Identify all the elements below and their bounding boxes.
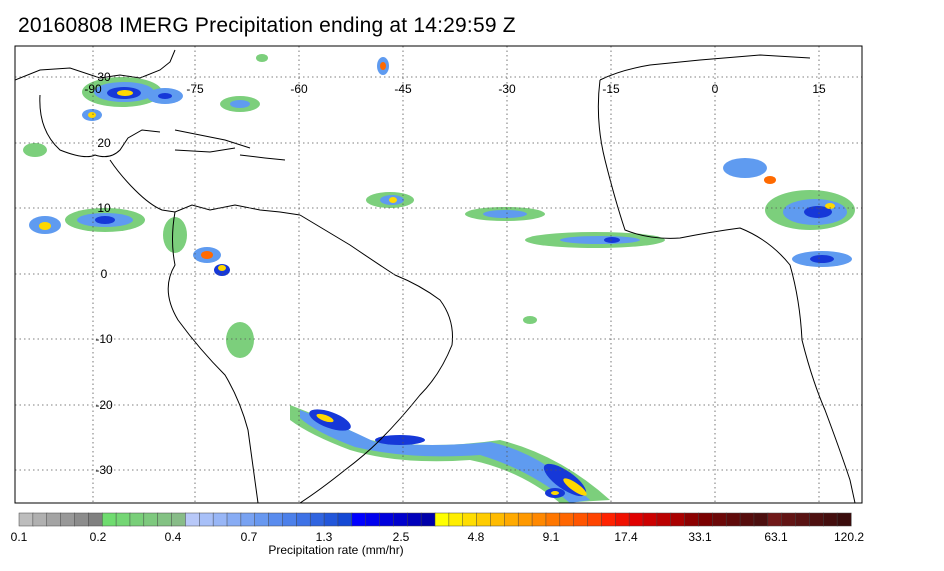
colorbar-swatch — [656, 512, 672, 527]
colorbar-swatch — [268, 512, 284, 527]
lat-label: 20 — [97, 136, 111, 150]
colorbar-swatch — [698, 512, 713, 527]
colorbar-label: 33.1 — [688, 530, 712, 544]
colorbar-swatch — [628, 512, 644, 527]
colorbar-swatch — [393, 512, 408, 527]
colorbar-swatch — [157, 512, 173, 527]
colorbar-swatch — [517, 512, 533, 527]
colorbar-swatch — [823, 512, 838, 527]
map-frame — [14, 45, 863, 504]
colorbar-swatch — [309, 512, 325, 527]
lon-label: -15 — [602, 82, 620, 96]
lon-label: -90 — [84, 82, 102, 96]
colorbar-swatch — [448, 512, 464, 527]
colorbar-swatch — [462, 512, 478, 527]
colorbar-swatch — [407, 512, 422, 527]
colorbar-label: 0.1 — [10, 530, 28, 544]
colorbar-swatch — [684, 512, 700, 527]
colorbar-swatch — [88, 512, 103, 527]
colorbar-swatch — [212, 512, 228, 527]
colorbar-swatch — [379, 512, 394, 527]
colorbar-swatch — [143, 512, 159, 527]
colorbar-swatch — [725, 512, 741, 527]
colorbar-swatch — [226, 512, 242, 527]
colorbar-swatch — [240, 512, 256, 527]
colorbar-swatch — [129, 512, 145, 527]
colorbar-swatch — [323, 512, 339, 527]
colorbar-swatch — [351, 512, 367, 527]
lon-label: -75 — [186, 82, 204, 96]
colorbar-swatch — [365, 512, 381, 527]
colorbar-title: Precipitation rate (mm/hr) — [268, 543, 404, 557]
lat-label: 30 — [97, 70, 111, 84]
lon-label: -30 — [498, 82, 516, 96]
lon-label: -45 — [394, 82, 412, 96]
colorbar-swatch — [32, 512, 48, 527]
colorbar — [18, 512, 852, 527]
colorbar-swatch — [767, 512, 783, 527]
colorbar-label: 2.5 — [392, 530, 410, 544]
lat-label: -30 — [95, 463, 113, 477]
lat-label: 0 — [101, 267, 108, 281]
colorbar-label: 4.8 — [467, 530, 485, 544]
colorbar-swatch — [712, 512, 727, 527]
colorbar-swatch — [101, 512, 117, 527]
colorbar-swatch — [199, 512, 214, 527]
lon-label: -60 — [290, 82, 308, 96]
colorbar-swatch — [254, 512, 270, 527]
colorbar-swatch — [642, 512, 658, 527]
colorbar-swatch — [587, 512, 602, 527]
colorbar-label: 0.2 — [89, 530, 107, 544]
colorbar-swatch — [601, 512, 616, 527]
colorbar-label: 0.7 — [240, 530, 258, 544]
colorbar-swatch — [296, 512, 311, 527]
colorbar-swatch — [809, 512, 824, 527]
colorbar-swatch — [504, 512, 519, 527]
colorbar-label: 1.3 — [315, 530, 333, 544]
colorbar-label: 17.4 — [614, 530, 638, 544]
colorbar-swatch — [573, 512, 589, 527]
colorbar-swatch — [739, 512, 755, 527]
lon-labels: -90 -75 -60 -45 -30 -15 0 15 — [84, 82, 826, 96]
colorbar-swatch — [559, 512, 575, 527]
colorbar-swatch — [670, 512, 686, 527]
colorbar-swatch — [171, 512, 186, 527]
lat-label: -10 — [95, 332, 113, 346]
colorbar-swatch — [615, 512, 630, 527]
colorbar-swatch — [545, 512, 561, 527]
colorbar-swatch — [60, 512, 76, 527]
colorbar-swatch — [434, 512, 450, 527]
colorbar-swatch — [337, 512, 353, 527]
colorbar-swatch — [795, 512, 810, 527]
precipitation-field — [23, 54, 855, 503]
lat-label: -20 — [95, 398, 113, 412]
colorbar-swatch — [74, 512, 89, 527]
map-title: 20160808 IMERG Precipitation ending at 1… — [18, 14, 516, 37]
lon-label: 0 — [712, 82, 719, 96]
colorbar-swatch — [781, 512, 797, 527]
colorbar-swatch — [46, 512, 62, 527]
colorbar-swatch — [531, 512, 547, 527]
colorbar-swatch — [282, 512, 297, 527]
colorbar-swatch — [836, 512, 852, 527]
colorbar-swatch — [18, 512, 34, 527]
colorbar-label: 9.1 — [542, 530, 560, 544]
coastlines — [15, 49, 856, 503]
lat-labels: 30 20 10 0 -10 -20 -30 — [95, 70, 113, 477]
colorbar-label: 120.2 — [833, 530, 865, 544]
colorbar-swatch — [490, 512, 505, 527]
gridlines — [15, 46, 862, 503]
lon-label: 15 — [812, 82, 826, 96]
lat-label: 10 — [97, 201, 111, 215]
colorbar-label: 0.4 — [164, 530, 182, 544]
colorbar-swatch — [420, 512, 436, 527]
colorbar-swatch — [115, 512, 131, 527]
colorbar-swatch — [476, 512, 492, 527]
colorbar-label: 63.1 — [764, 530, 788, 544]
colorbar-swatch — [753, 512, 769, 527]
colorbar-swatch — [185, 512, 200, 527]
